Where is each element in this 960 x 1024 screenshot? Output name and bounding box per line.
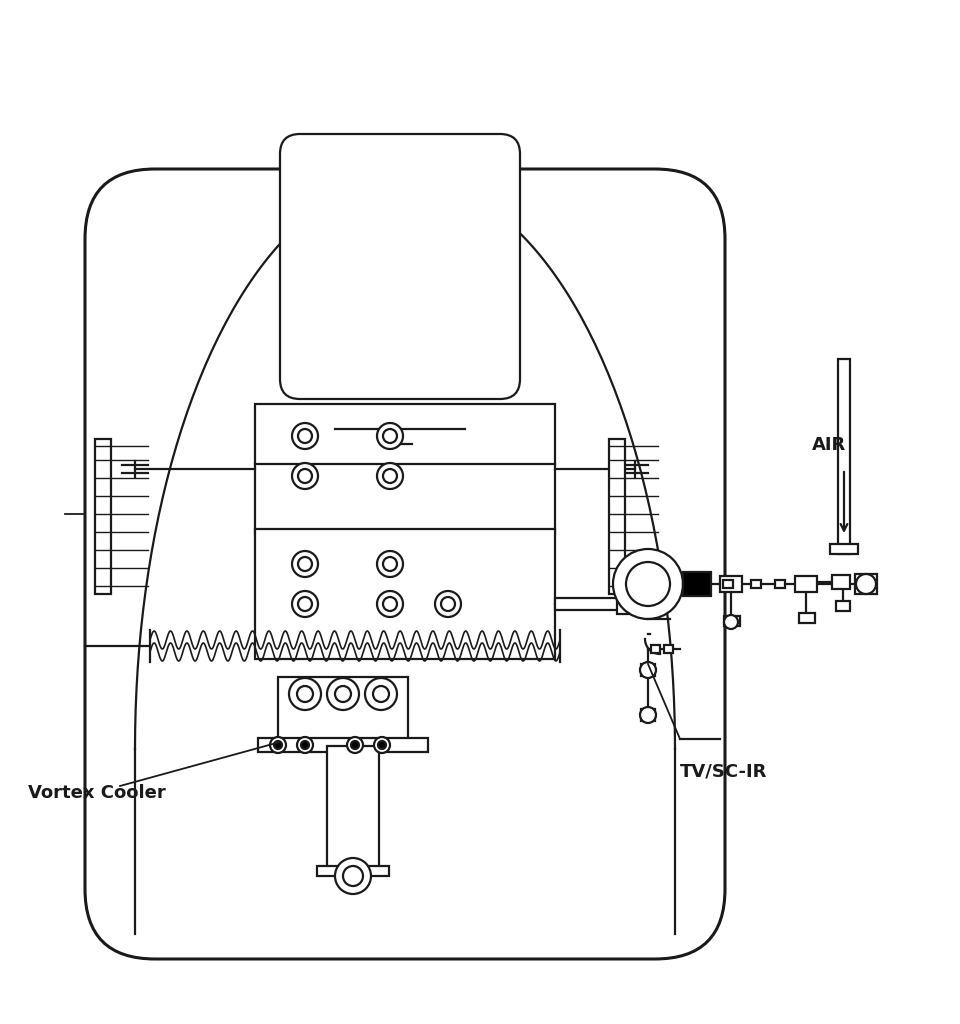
Circle shape	[343, 866, 363, 886]
Circle shape	[383, 429, 397, 443]
Text: Vortex Cooler: Vortex Cooler	[28, 784, 166, 802]
Circle shape	[327, 678, 359, 710]
Circle shape	[373, 686, 389, 702]
Bar	[832, 575, 850, 589]
Circle shape	[292, 551, 318, 577]
Bar	[775, 580, 785, 588]
Circle shape	[298, 557, 312, 571]
Circle shape	[383, 469, 397, 483]
Circle shape	[292, 423, 318, 449]
Circle shape	[274, 741, 282, 749]
Circle shape	[365, 678, 397, 710]
Bar	[609, 439, 625, 594]
Circle shape	[297, 737, 313, 753]
Circle shape	[374, 737, 390, 753]
Bar	[836, 601, 850, 611]
Circle shape	[435, 591, 461, 617]
Bar	[855, 574, 877, 594]
Circle shape	[383, 597, 397, 611]
Bar	[751, 580, 761, 588]
Bar	[95, 439, 111, 594]
Bar	[683, 572, 711, 596]
Circle shape	[292, 591, 318, 617]
Text: TV/SC-IR: TV/SC-IR	[680, 762, 767, 780]
Circle shape	[292, 463, 318, 489]
Text: AIR: AIR	[812, 436, 847, 454]
Bar	[327, 746, 379, 874]
Circle shape	[347, 737, 363, 753]
Bar	[278, 677, 408, 742]
Circle shape	[297, 686, 313, 702]
Bar	[651, 645, 660, 653]
Bar	[317, 866, 389, 876]
Circle shape	[377, 551, 403, 577]
Circle shape	[298, 597, 312, 611]
Circle shape	[335, 858, 371, 894]
FancyBboxPatch shape	[280, 134, 520, 399]
Bar	[255, 404, 555, 534]
Bar	[641, 709, 655, 721]
Bar	[723, 580, 733, 588]
Bar	[799, 613, 815, 623]
Bar	[720, 575, 742, 592]
FancyBboxPatch shape	[85, 169, 725, 959]
Circle shape	[640, 662, 656, 678]
Circle shape	[613, 549, 683, 618]
Circle shape	[377, 423, 403, 449]
Circle shape	[441, 597, 455, 611]
Circle shape	[626, 562, 670, 606]
Bar	[838, 359, 850, 554]
Circle shape	[335, 686, 351, 702]
Circle shape	[298, 429, 312, 443]
Bar	[258, 738, 428, 752]
Bar	[255, 529, 555, 659]
Circle shape	[724, 615, 738, 629]
Bar	[795, 575, 817, 592]
Circle shape	[289, 678, 321, 710]
Circle shape	[378, 741, 386, 749]
Bar	[641, 664, 655, 676]
Bar	[724, 616, 740, 626]
Circle shape	[377, 463, 403, 489]
Circle shape	[377, 591, 403, 617]
Bar	[555, 598, 623, 610]
Circle shape	[298, 469, 312, 483]
Circle shape	[856, 574, 876, 594]
Bar	[664, 645, 673, 653]
Circle shape	[640, 707, 656, 723]
Bar	[830, 544, 858, 554]
Circle shape	[270, 737, 286, 753]
Bar	[617, 594, 645, 614]
Circle shape	[383, 557, 397, 571]
Circle shape	[351, 741, 359, 749]
Circle shape	[301, 741, 309, 749]
